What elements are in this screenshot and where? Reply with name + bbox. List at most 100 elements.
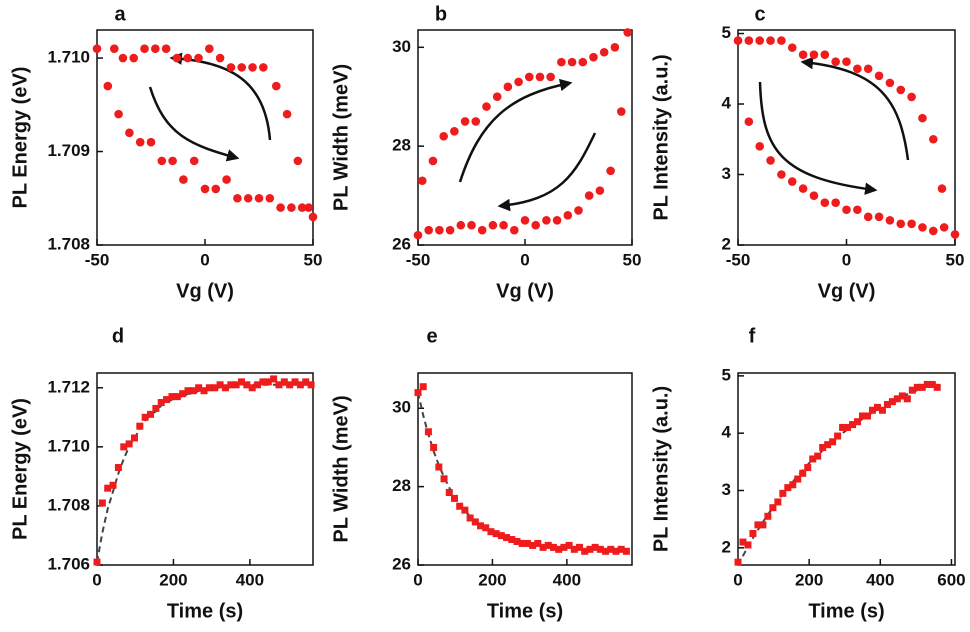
- data-point: [460, 117, 470, 126]
- data-point: [440, 475, 448, 483]
- y-tick-label: 1.708: [47, 495, 90, 514]
- arrow: [800, 56, 910, 161]
- data-point: [839, 423, 847, 431]
- data-point: [542, 215, 551, 225]
- y-tick-label: 4: [722, 423, 732, 442]
- arrow: [758, 81, 878, 195]
- data-point: [853, 64, 862, 74]
- data-point: [589, 52, 598, 62]
- data-point: [744, 541, 752, 549]
- data-point: [439, 131, 448, 141]
- data-point: [233, 193, 242, 203]
- x-tick-label: 400: [553, 570, 581, 589]
- data-point: [93, 558, 101, 566]
- y-tick-label: 1.706: [47, 554, 90, 573]
- data-point: [734, 558, 742, 566]
- data-point: [200, 387, 208, 395]
- x-tick-label: 0: [92, 570, 101, 589]
- data-point: [596, 545, 604, 553]
- data-point: [118, 53, 128, 63]
- data-point: [903, 395, 911, 403]
- data-point: [428, 156, 438, 166]
- data-point: [755, 142, 764, 151]
- data-point: [918, 223, 927, 232]
- data-point: [842, 205, 851, 215]
- data-point: [243, 193, 253, 203]
- data-point: [854, 418, 862, 426]
- panel-letter: d: [112, 325, 124, 347]
- data-point: [287, 203, 296, 212]
- data-point: [908, 386, 916, 394]
- x-tick-label: 200: [159, 570, 187, 589]
- data-point: [555, 545, 563, 553]
- data-point: [820, 198, 830, 208]
- x-tick-label: -50: [406, 250, 431, 269]
- y-tick-label: 2: [722, 537, 731, 556]
- x-axis-label: Vg (V): [496, 280, 554, 302]
- arrow: [458, 78, 573, 183]
- x-tick-label: 0: [200, 250, 209, 269]
- data-point: [755, 36, 764, 45]
- data-point: [270, 375, 278, 383]
- data-point: [98, 499, 106, 507]
- data-point: [136, 422, 144, 430]
- data-point: [617, 545, 625, 553]
- fit-line: [737, 381, 938, 566]
- data-point: [599, 47, 609, 57]
- x-tick-label: 200: [478, 570, 506, 589]
- data-point: [168, 393, 176, 401]
- data-point: [467, 220, 476, 230]
- data-point: [302, 378, 310, 386]
- data-point: [853, 205, 862, 215]
- data-point: [503, 534, 511, 542]
- data-point: [183, 53, 193, 63]
- data-point: [789, 481, 797, 489]
- data-point: [766, 156, 775, 165]
- data-point: [863, 212, 873, 222]
- data-point: [784, 484, 792, 492]
- data-point: [769, 504, 777, 512]
- data-point: [539, 543, 547, 551]
- plot-frame: [737, 372, 956, 566]
- y-tick-label: 5: [722, 23, 731, 42]
- data-point: [152, 404, 160, 412]
- data-point: [563, 211, 573, 220]
- panel: c -50 0 50 2 3 4 5 Vg (V) PL Intensity (a.u.): [650, 3, 964, 302]
- data-point: [264, 378, 272, 386]
- data-point: [221, 384, 229, 392]
- panel: e 0 200 400 26 28 30 Time (s) PL Width (meV): [330, 325, 633, 622]
- data-point: [205, 44, 214, 53]
- data-point: [766, 36, 775, 45]
- data-point: [291, 378, 299, 386]
- data-point: [759, 521, 767, 529]
- panel-letter: c: [754, 3, 765, 25]
- data-point: [831, 198, 840, 208]
- arrow: [497, 132, 597, 212]
- data-point: [937, 184, 947, 193]
- data-point: [293, 156, 303, 166]
- data-point: [430, 443, 438, 451]
- x-axis-label: Time (s): [808, 600, 884, 622]
- data-point: [308, 212, 318, 222]
- x-axis-label: Vg (V): [818, 280, 876, 302]
- data-point: [885, 78, 895, 88]
- data-point: [508, 536, 516, 544]
- data-point: [929, 134, 938, 144]
- data-point: [824, 441, 832, 449]
- data-point: [523, 539, 531, 547]
- data-point: [612, 547, 620, 555]
- data-point: [557, 57, 566, 67]
- y-axis-label: PL Width (meV): [330, 64, 352, 211]
- y-tick-label: 2: [722, 234, 731, 253]
- data-point: [565, 541, 573, 549]
- data-point: [173, 393, 181, 401]
- data-point: [503, 82, 513, 92]
- data-point: [114, 464, 122, 472]
- data-point: [929, 226, 938, 236]
- data-point: [863, 64, 873, 74]
- data-point: [581, 547, 589, 555]
- data-point: [259, 378, 267, 386]
- data-point: [297, 203, 307, 212]
- data-point: [450, 127, 459, 136]
